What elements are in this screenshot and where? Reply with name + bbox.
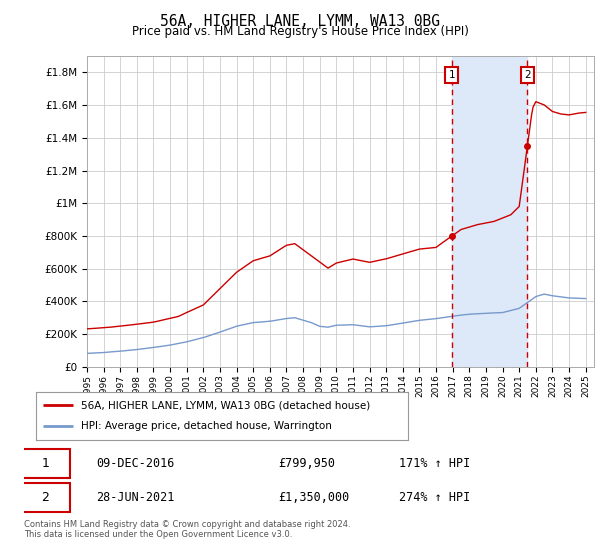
Text: 2: 2	[524, 70, 530, 80]
Text: 1: 1	[448, 70, 455, 80]
Bar	[452, 56, 527, 367]
Text: 171% ↑ HPI: 171% ↑ HPI	[400, 456, 470, 470]
Text: 28-JUN-2021: 28-JUN-2021	[96, 491, 174, 504]
Text: £1,350,000: £1,350,000	[278, 491, 349, 504]
Text: 1: 1	[41, 456, 49, 470]
Text: Contains HM Land Registry data © Crown copyright and database right 2024.
This d: Contains HM Land Registry data © Crown c…	[24, 520, 350, 539]
FancyBboxPatch shape	[21, 483, 70, 512]
Text: 56A, HIGHER LANE, LYMM, WA13 0BG: 56A, HIGHER LANE, LYMM, WA13 0BG	[160, 14, 440, 29]
Text: 56A, HIGHER LANE, LYMM, WA13 0BG (detached house): 56A, HIGHER LANE, LYMM, WA13 0BG (detach…	[80, 400, 370, 410]
Text: 09-DEC-2016: 09-DEC-2016	[96, 456, 174, 470]
Text: £799,950: £799,950	[278, 456, 335, 470]
Text: 274% ↑ HPI: 274% ↑ HPI	[400, 491, 470, 504]
FancyBboxPatch shape	[21, 449, 70, 478]
Text: 2: 2	[41, 491, 49, 504]
Text: HPI: Average price, detached house, Warrington: HPI: Average price, detached house, Warr…	[80, 421, 332, 431]
Text: Price paid vs. HM Land Registry's House Price Index (HPI): Price paid vs. HM Land Registry's House …	[131, 25, 469, 38]
